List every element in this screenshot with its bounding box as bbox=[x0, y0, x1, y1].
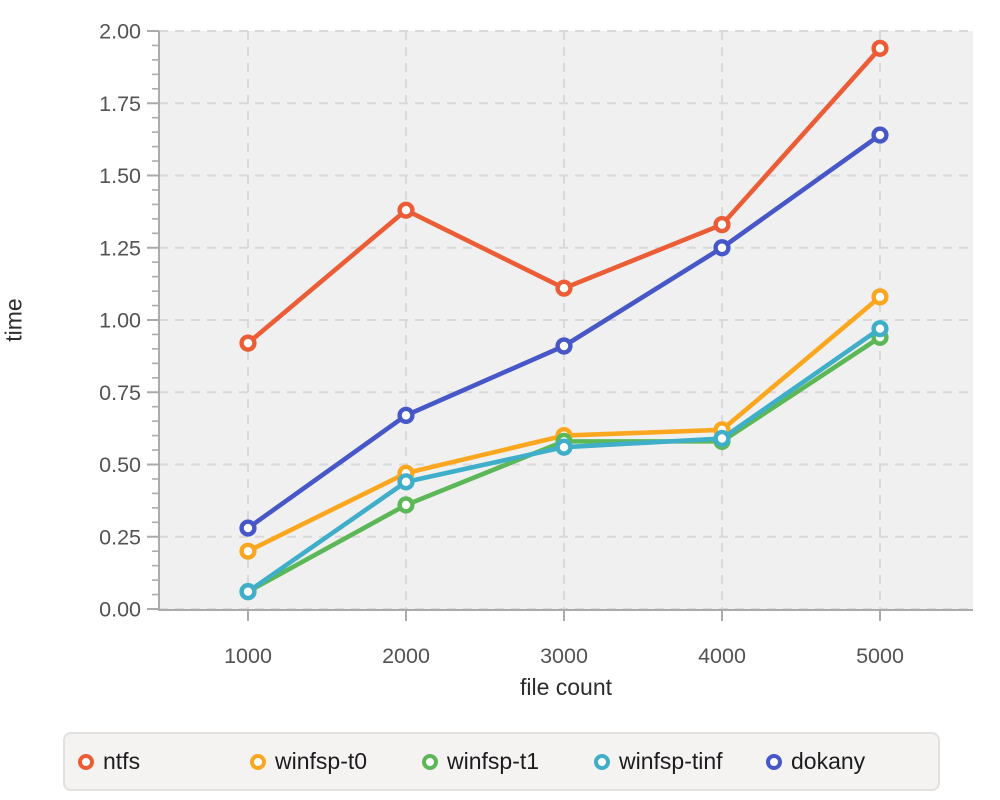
series-marker-dokany bbox=[871, 126, 889, 144]
series-marker-dokany bbox=[713, 239, 731, 257]
y-tick-label: 0.00 bbox=[99, 598, 141, 622]
legend-item-winfsp-tinf: winfsp-tinf bbox=[594, 748, 766, 775]
series-marker-ntfs bbox=[871, 39, 889, 57]
legend-marker-ntfs-icon bbox=[78, 753, 94, 770]
legend-marker-winfsp-t1-icon bbox=[422, 753, 438, 770]
x-tick-label: 4000 bbox=[698, 644, 746, 668]
series-marker-winfsp-tinf bbox=[871, 320, 889, 338]
x-tick-label: 3000 bbox=[540, 644, 588, 668]
series-marker-ntfs bbox=[397, 201, 415, 219]
legend-item-ntfs: ntfs bbox=[78, 748, 250, 775]
x-tick-label: 5000 bbox=[856, 644, 904, 668]
legend-label: ntfs bbox=[103, 748, 141, 774]
series-marker-winfsp-t0 bbox=[239, 542, 257, 560]
legend-marker-winfsp-t0-icon bbox=[250, 753, 266, 770]
series-marker-ntfs bbox=[555, 279, 573, 297]
y-tick-label: 2.00 bbox=[99, 20, 141, 44]
legend-item-winfsp-t0: winfsp-t0 bbox=[250, 748, 422, 775]
y-tick-label: 0.50 bbox=[99, 453, 141, 477]
x-axis-title: file count bbox=[519, 674, 613, 700]
series-marker-dokany bbox=[397, 406, 415, 424]
y-tick-label: 0.75 bbox=[99, 381, 141, 405]
legend-label: dokany bbox=[791, 748, 866, 774]
series-marker-winfsp-t0 bbox=[871, 288, 889, 306]
legend-label: winfsp-t0 bbox=[275, 748, 368, 774]
y-tick-label: 1.00 bbox=[99, 309, 141, 333]
x-tick-label: 1000 bbox=[224, 644, 272, 668]
legend-marker-winfsp-tinf-icon bbox=[594, 753, 610, 770]
legend-item-winfsp-t1: winfsp-t1 bbox=[422, 748, 594, 775]
series-marker-winfsp-tinf bbox=[239, 583, 257, 601]
series-marker-winfsp-t1 bbox=[397, 496, 415, 514]
series-marker-winfsp-tinf bbox=[555, 438, 573, 456]
series-marker-ntfs bbox=[239, 334, 257, 352]
legend-item-dokany: dokany bbox=[766, 748, 865, 775]
y-tick-label: 1.50 bbox=[99, 164, 141, 188]
y-tick-label: 1.75 bbox=[99, 92, 141, 116]
y-axis-title: time bbox=[0, 298, 27, 342]
series-marker-dokany bbox=[239, 519, 257, 537]
series-marker-winfsp-tinf bbox=[397, 473, 415, 491]
series-marker-winfsp-tinf bbox=[713, 429, 731, 448]
legend: ntfs winfsp-t0 winfsp-t1 winfsp-tinf dokany bbox=[63, 732, 940, 791]
series-marker-ntfs bbox=[713, 216, 731, 234]
legend-label: winfsp-t1 bbox=[447, 748, 540, 774]
x-tick-label: 2000 bbox=[382, 644, 430, 668]
plot-area: 0.00 0.25 0.50 0.75 1.00 1.25 1.50 1.75 2.00 1000… bbox=[99, 20, 973, 668]
legend-label: winfsp-tinf bbox=[619, 748, 723, 774]
legend-marker-dokany-icon bbox=[766, 753, 782, 770]
series-marker-dokany bbox=[555, 337, 573, 355]
y-tick-label: 0.25 bbox=[99, 525, 141, 549]
y-tick-label: 1.25 bbox=[99, 236, 141, 260]
